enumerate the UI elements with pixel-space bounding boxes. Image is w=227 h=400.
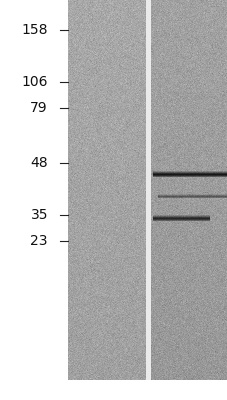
Text: 158: 158 (21, 23, 48, 37)
Text: 35: 35 (30, 208, 48, 222)
Text: 23: 23 (30, 234, 48, 248)
Text: 106: 106 (21, 75, 48, 89)
Text: 48: 48 (30, 156, 48, 170)
Text: 79: 79 (30, 101, 48, 115)
